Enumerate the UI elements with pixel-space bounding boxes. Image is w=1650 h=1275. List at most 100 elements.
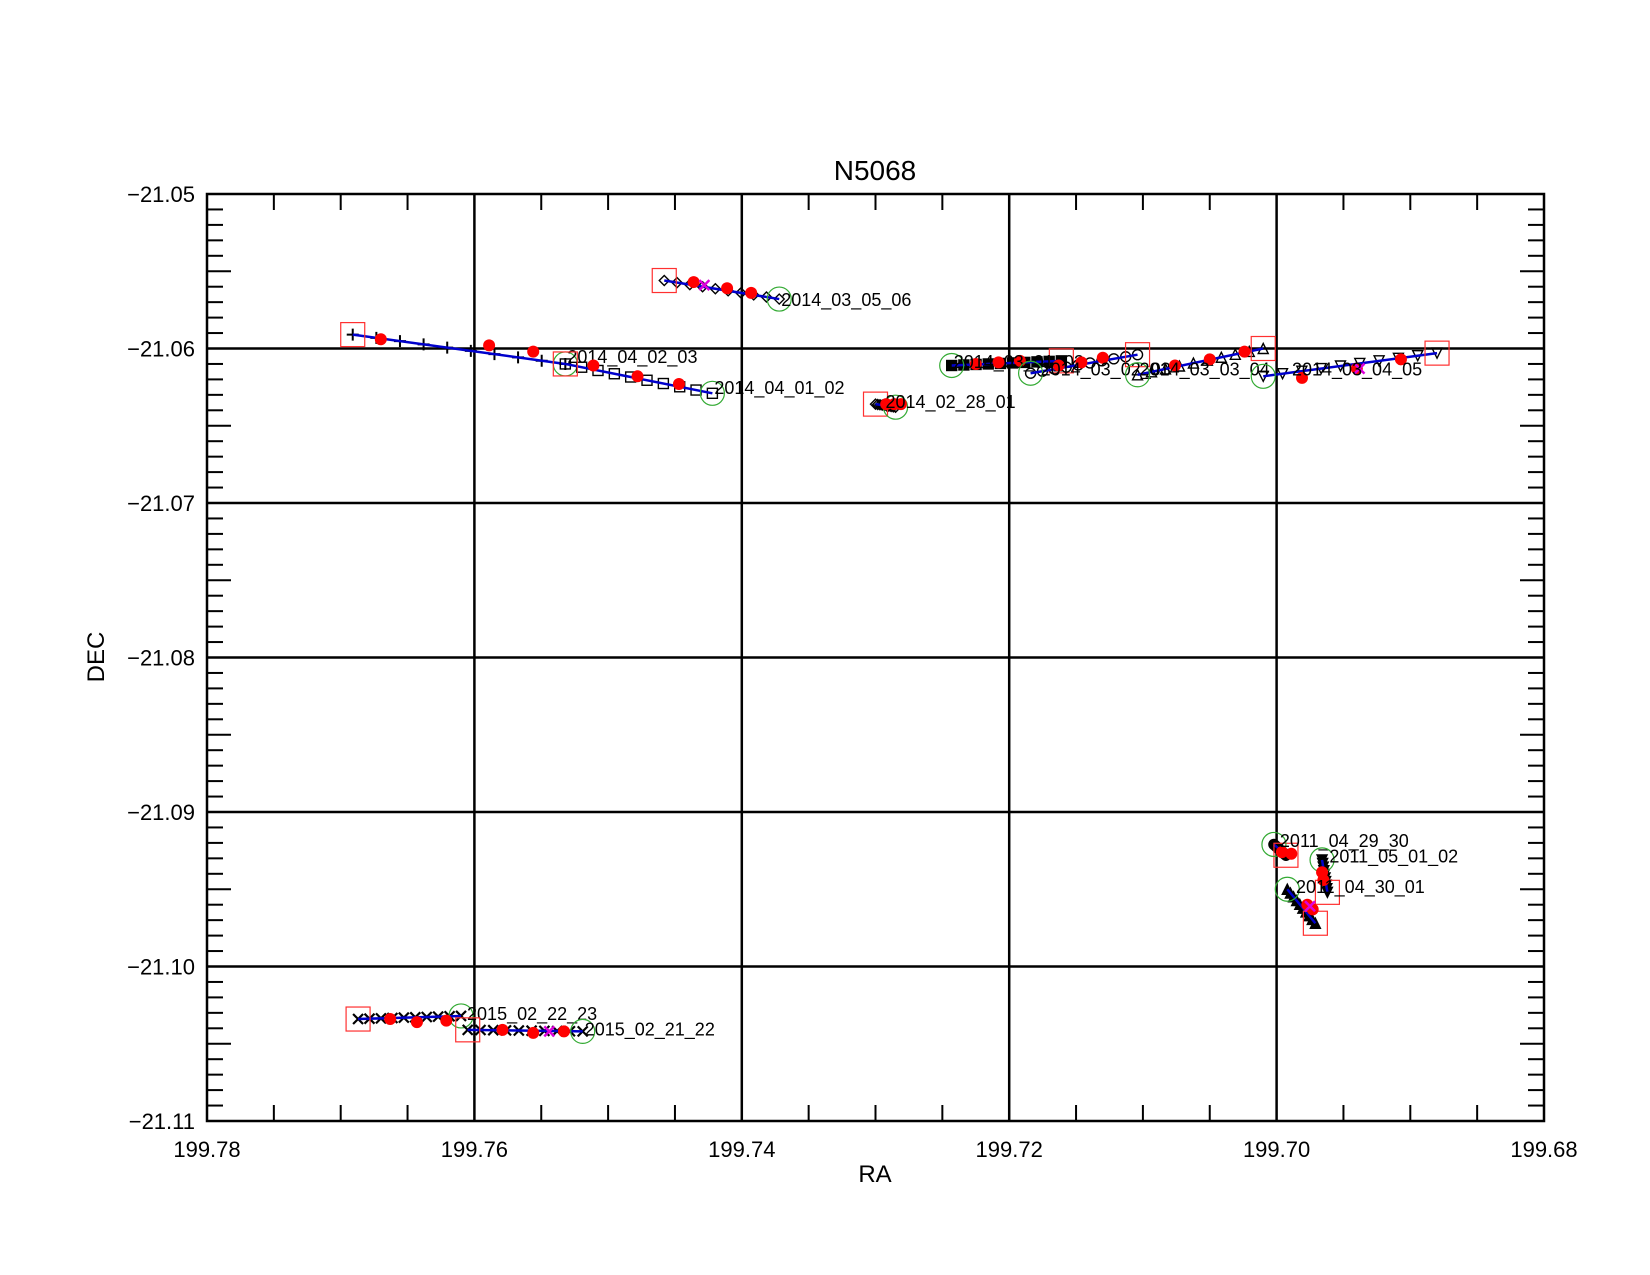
track-start-square <box>651 267 677 294</box>
track-start-square <box>1424 340 1450 366</box>
track-line <box>1286 888 1317 925</box>
data-point <box>992 356 1005 369</box>
track-2014_03_04_05: 2014_03_04_05 <box>1250 340 1450 389</box>
track-line <box>352 333 566 366</box>
track-2015_02_22_23: 2015_02_22_23 <box>345 1003 597 1032</box>
track-label: 2014_03_04_05 <box>1292 360 1422 381</box>
data-point <box>496 1023 509 1036</box>
track-start-square <box>455 1017 481 1043</box>
track-end-circle <box>939 352 965 379</box>
x-tick-label: 199.68 <box>1510 1137 1577 1162</box>
data-point <box>587 359 600 372</box>
y-tick-label: −21.11 <box>129 1109 195 1134</box>
cross-marker <box>543 1025 556 1038</box>
data-point <box>1168 359 1181 372</box>
track-start-square <box>340 321 366 348</box>
track-2011_05_01_02: 2011_05_01_02 <box>1309 846 1458 905</box>
data-point <box>527 345 540 358</box>
cross-marker <box>1304 900 1316 913</box>
track-end-circle <box>1017 360 1044 386</box>
data-point <box>1296 371 1309 384</box>
cross-marker <box>698 279 711 292</box>
data-point <box>894 398 907 411</box>
track-label: 2014_03_01_02 <box>954 352 1084 373</box>
track-label: 2014_04_01_02 <box>714 378 844 399</box>
data-point <box>721 282 734 295</box>
track-2014_03_03_04: 2014_03_03_04 <box>1124 335 1276 388</box>
track-label: 2015_02_22_23 <box>467 1004 597 1025</box>
track-2014_04_01_02: 2014_04_01_02 <box>552 351 845 406</box>
data-point <box>374 333 387 346</box>
data-point <box>1350 362 1363 375</box>
track-2014_03_01_02: 2014_03_01_02 <box>939 348 1084 379</box>
y-tick-label: −21.07 <box>127 491 195 516</box>
track-2014_03_05_06: 2014_03_05_06 <box>651 267 911 312</box>
cross-marker <box>1353 362 1366 375</box>
y-tick-label: −21.09 <box>127 800 195 825</box>
data-point <box>1317 873 1330 886</box>
track-start-square <box>552 351 578 377</box>
track-2011_04_30_01: 2011_04_30_01 <box>1274 876 1425 936</box>
track-label: 2011_04_30_01 <box>1296 877 1425 898</box>
data-point <box>440 1014 453 1027</box>
x-tick-label: 199.72 <box>976 1137 1043 1162</box>
y-tick-label: −21.06 <box>127 337 195 362</box>
plot-frame <box>205 192 1546 1123</box>
track-2014_02_28_01: 2014_02_28_01 <box>862 391 1016 420</box>
track-marker <box>869 398 882 411</box>
chart-title: N5068 <box>834 155 917 186</box>
y-tick-label: −21.10 <box>127 955 195 980</box>
series-layer: 2014_03_05_06 2014_04_02_03 2014_04_01_02 2… <box>340 267 1458 1044</box>
track-end-circle <box>1261 831 1287 858</box>
data-point <box>483 339 496 352</box>
data-point <box>384 1013 397 1026</box>
data-point <box>527 1026 540 1039</box>
track-marker <box>461 1024 474 1036</box>
track-end-circle <box>699 380 725 406</box>
data-point <box>969 357 982 370</box>
track-2014_04_02_03: 2014_04_02_03 <box>340 321 697 377</box>
track-line <box>1263 351 1438 378</box>
track-end-circle <box>570 1018 596 1044</box>
track-start-square <box>1250 335 1276 362</box>
data-point <box>1275 846 1288 859</box>
data-point <box>1238 345 1251 358</box>
track-label: 2011_04_29_30 <box>1280 831 1409 852</box>
track-marker <box>658 274 671 287</box>
data-point <box>687 276 700 289</box>
minor-ticks <box>207 194 1544 1121</box>
track-start-square <box>1124 342 1151 368</box>
data-point <box>745 286 758 299</box>
data-point <box>1096 351 1109 364</box>
data-point <box>410 1016 423 1029</box>
x-axis-label: RA <box>858 1161 891 1188</box>
data-point <box>672 378 685 391</box>
track-label: 2014_02_28_01 <box>886 392 1016 413</box>
y-tick-labels: −21.05 −21.06 −21.07 −21.08 −21.09 −21.10 −21.… <box>127 182 195 1134</box>
data-point <box>631 370 644 383</box>
track-2015_02_21_22: 2015_02_21_22 <box>455 1017 715 1044</box>
data-point <box>1075 356 1088 369</box>
grid-lines <box>207 194 1544 1121</box>
x-tick-label: 199.70 <box>1243 1137 1310 1162</box>
x-tick-label: 199.78 <box>173 1137 240 1162</box>
data-point <box>1285 847 1298 860</box>
y-tick-label: −21.08 <box>127 646 195 671</box>
track-label: 2015_02_21_22 <box>585 1019 715 1040</box>
track-end-circle <box>1250 363 1276 389</box>
data-point <box>1052 359 1065 372</box>
x-tick-labels: 199.78 199.76 199.74 199.72 199.70 199.68 <box>173 1137 1577 1162</box>
data-point <box>1394 353 1407 366</box>
track-label: 2014_04_02_03 <box>567 347 697 368</box>
y-tick-label: −21.05 <box>127 182 195 207</box>
x-tick-label: 199.76 <box>441 1137 508 1162</box>
data-point <box>1203 353 1216 366</box>
track-start-square <box>1048 348 1074 374</box>
data-point <box>557 1025 570 1038</box>
track-label: 2014_03_03_04 <box>1140 360 1270 381</box>
y-axis-label: DEC <box>83 632 110 683</box>
track-2011_04_29_30: 2011_04_29_30 <box>1261 831 1409 868</box>
track-end-circle <box>1274 876 1300 902</box>
track-label: 2014_03_05_06 <box>781 290 911 311</box>
